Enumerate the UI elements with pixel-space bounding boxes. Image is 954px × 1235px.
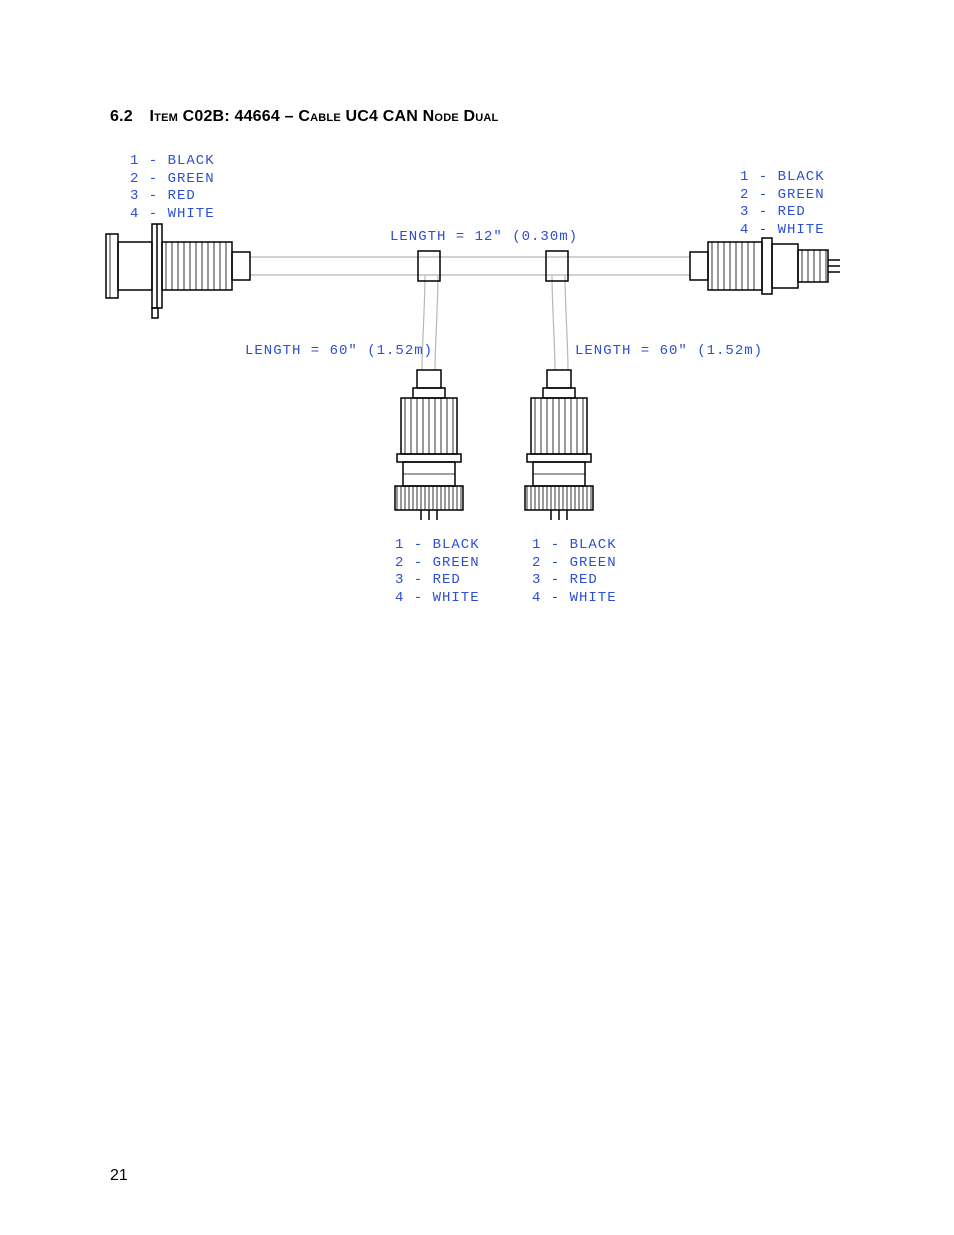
section-heading: 6.2 Item C02B: 44664 – Cable UC4 CAN Nod… [110,108,498,126]
section-title: Item C02B: 44664 – Cable UC4 CAN Node Du… [150,108,499,125]
length-label-left: LENGTH = 60" (1.52m) [245,343,433,359]
page: 6.2 Item C02B: 44664 – Cable UC4 CAN Nod… [0,0,954,1235]
pin-list-top-left: 1 - BLACK 2 - GREEN 3 - RED 4 - WHITE [130,153,215,223]
page-number: 21 [110,1167,128,1185]
pin-list-bottom-left: 1 - BLACK 2 - GREEN 3 - RED 4 - WHITE [395,537,480,607]
pin-list-top-right: 1 - BLACK 2 - GREEN 3 - RED 4 - WHITE [740,169,825,239]
pin-list-bottom-right: 1 - BLACK 2 - GREEN 3 - RED 4 - WHITE [532,537,617,607]
length-label-right: LENGTH = 60" (1.52m) [575,343,763,359]
cable-diagram: 1 - BLACK 2 - GREEN 3 - RED 4 - WHITE 1 … [100,145,846,615]
section-number: 6.2 [110,108,133,125]
length-label-top: LENGTH = 12" (0.30m) [390,229,578,245]
